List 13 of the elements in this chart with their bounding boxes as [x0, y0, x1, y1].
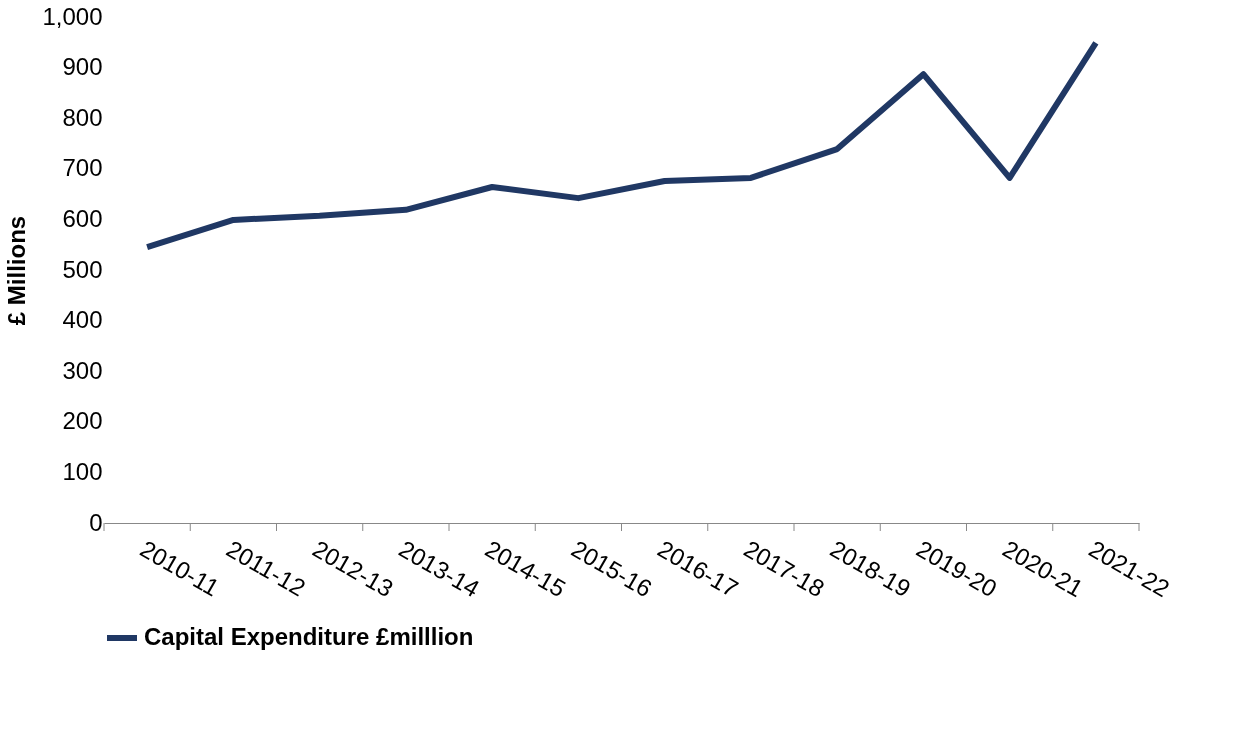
y-tick-label: 300 — [62, 356, 103, 384]
legend-label: Capital Expenditure £milllion — [144, 623, 474, 650]
y-tick-label: 200 — [62, 407, 103, 435]
y-tick-label: 700 — [62, 154, 103, 182]
y-tick-label: 900 — [62, 53, 103, 81]
y-tick-label: 400 — [62, 306, 103, 334]
y-tick-label: 100 — [62, 457, 103, 485]
y-tick-label: 0 — [89, 508, 103, 536]
y-tick-label: 1,000 — [42, 2, 103, 30]
y-tick-label: 600 — [62, 204, 103, 232]
y-tick-label: 500 — [62, 255, 103, 283]
y-axis-title: £ Millions — [3, 215, 31, 326]
y-tick-label: 800 — [62, 103, 103, 131]
